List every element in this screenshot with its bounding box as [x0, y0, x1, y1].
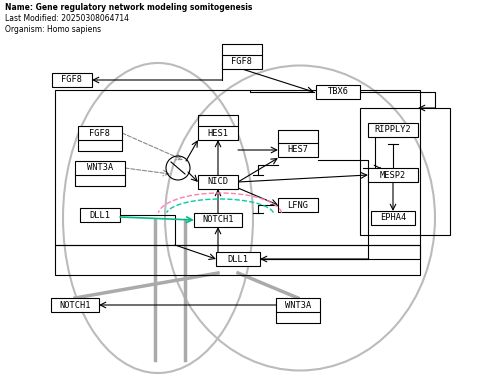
FancyBboxPatch shape	[316, 85, 360, 99]
Text: NOTCH1: NOTCH1	[59, 300, 91, 310]
FancyBboxPatch shape	[278, 198, 318, 212]
Text: TBX6: TBX6	[327, 87, 348, 96]
Text: Name: Gene regulatory network modeling somitogenesis: Name: Gene regulatory network modeling s…	[5, 3, 252, 12]
FancyBboxPatch shape	[51, 298, 99, 312]
FancyBboxPatch shape	[52, 73, 92, 87]
Text: FGF8: FGF8	[89, 128, 110, 137]
FancyBboxPatch shape	[222, 55, 262, 69]
FancyBboxPatch shape	[278, 143, 318, 157]
Text: Organism: Homo sapiens: Organism: Homo sapiens	[5, 25, 101, 34]
Text: MESP2: MESP2	[380, 171, 406, 180]
Text: NICD: NICD	[207, 178, 228, 187]
Text: RIPPLY2: RIPPLY2	[374, 125, 411, 135]
Text: WNT3A: WNT3A	[87, 163, 113, 173]
FancyBboxPatch shape	[198, 126, 238, 140]
FancyBboxPatch shape	[194, 213, 242, 227]
FancyBboxPatch shape	[80, 208, 120, 222]
FancyBboxPatch shape	[371, 211, 415, 225]
FancyBboxPatch shape	[276, 298, 320, 312]
Text: NOTCH1: NOTCH1	[202, 216, 234, 224]
FancyBboxPatch shape	[216, 252, 260, 266]
Text: HES1: HES1	[207, 128, 228, 137]
Text: DLL1: DLL1	[89, 211, 110, 219]
Text: FGF8: FGF8	[61, 75, 83, 84]
Text: DLL1: DLL1	[228, 255, 249, 264]
FancyBboxPatch shape	[75, 161, 125, 175]
Text: WNT3A: WNT3A	[285, 300, 311, 310]
Text: LFNG: LFNG	[288, 200, 309, 209]
Text: FGF8: FGF8	[231, 58, 252, 67]
FancyBboxPatch shape	[368, 123, 418, 137]
FancyBboxPatch shape	[198, 175, 238, 189]
Text: Last Modified: 20250308064714: Last Modified: 20250308064714	[5, 14, 129, 23]
FancyBboxPatch shape	[78, 126, 122, 140]
Text: HES7: HES7	[288, 146, 309, 154]
FancyBboxPatch shape	[368, 168, 418, 182]
Text: EPHA4: EPHA4	[380, 214, 406, 223]
